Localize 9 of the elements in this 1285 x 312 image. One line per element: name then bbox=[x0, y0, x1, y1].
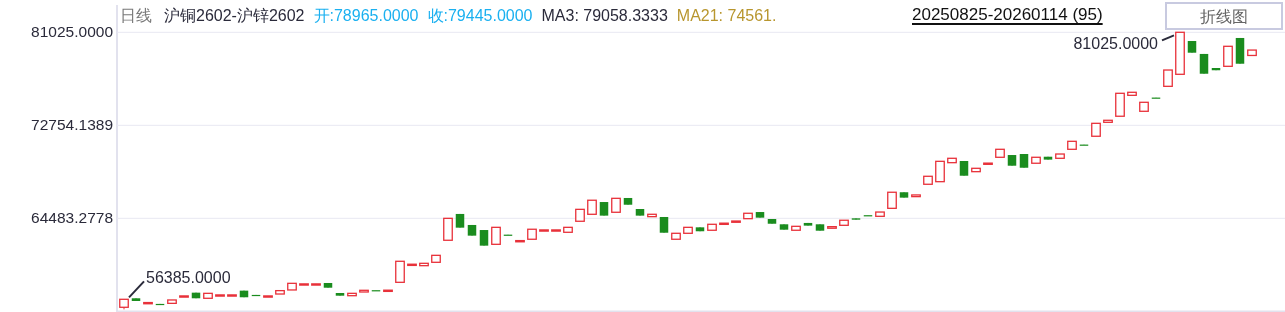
chart-title: 沪铜2602-沪锌2602 bbox=[164, 7, 305, 24]
chart-subtitle: 20250825-20260114 (95) bbox=[912, 5, 1103, 24]
annotation: 56385.0000 bbox=[146, 269, 231, 287]
y-tick-label: 81025.0000 bbox=[31, 23, 114, 41]
button: 折线图 bbox=[1165, 2, 1283, 30]
y-tick-label: 72754.1389 bbox=[31, 116, 113, 134]
header: 日线 沪铜2602-沪锌2602 开:78965.0000 收:79445.0000 MA3: 79058.3333 MA21: 74561. 20250825-20260114 (95) bbox=[120, 5, 1104, 25]
y-tick-label: 64483.2778 bbox=[31, 209, 113, 227]
annotation: 81025.0000 bbox=[1073, 35, 1159, 53]
